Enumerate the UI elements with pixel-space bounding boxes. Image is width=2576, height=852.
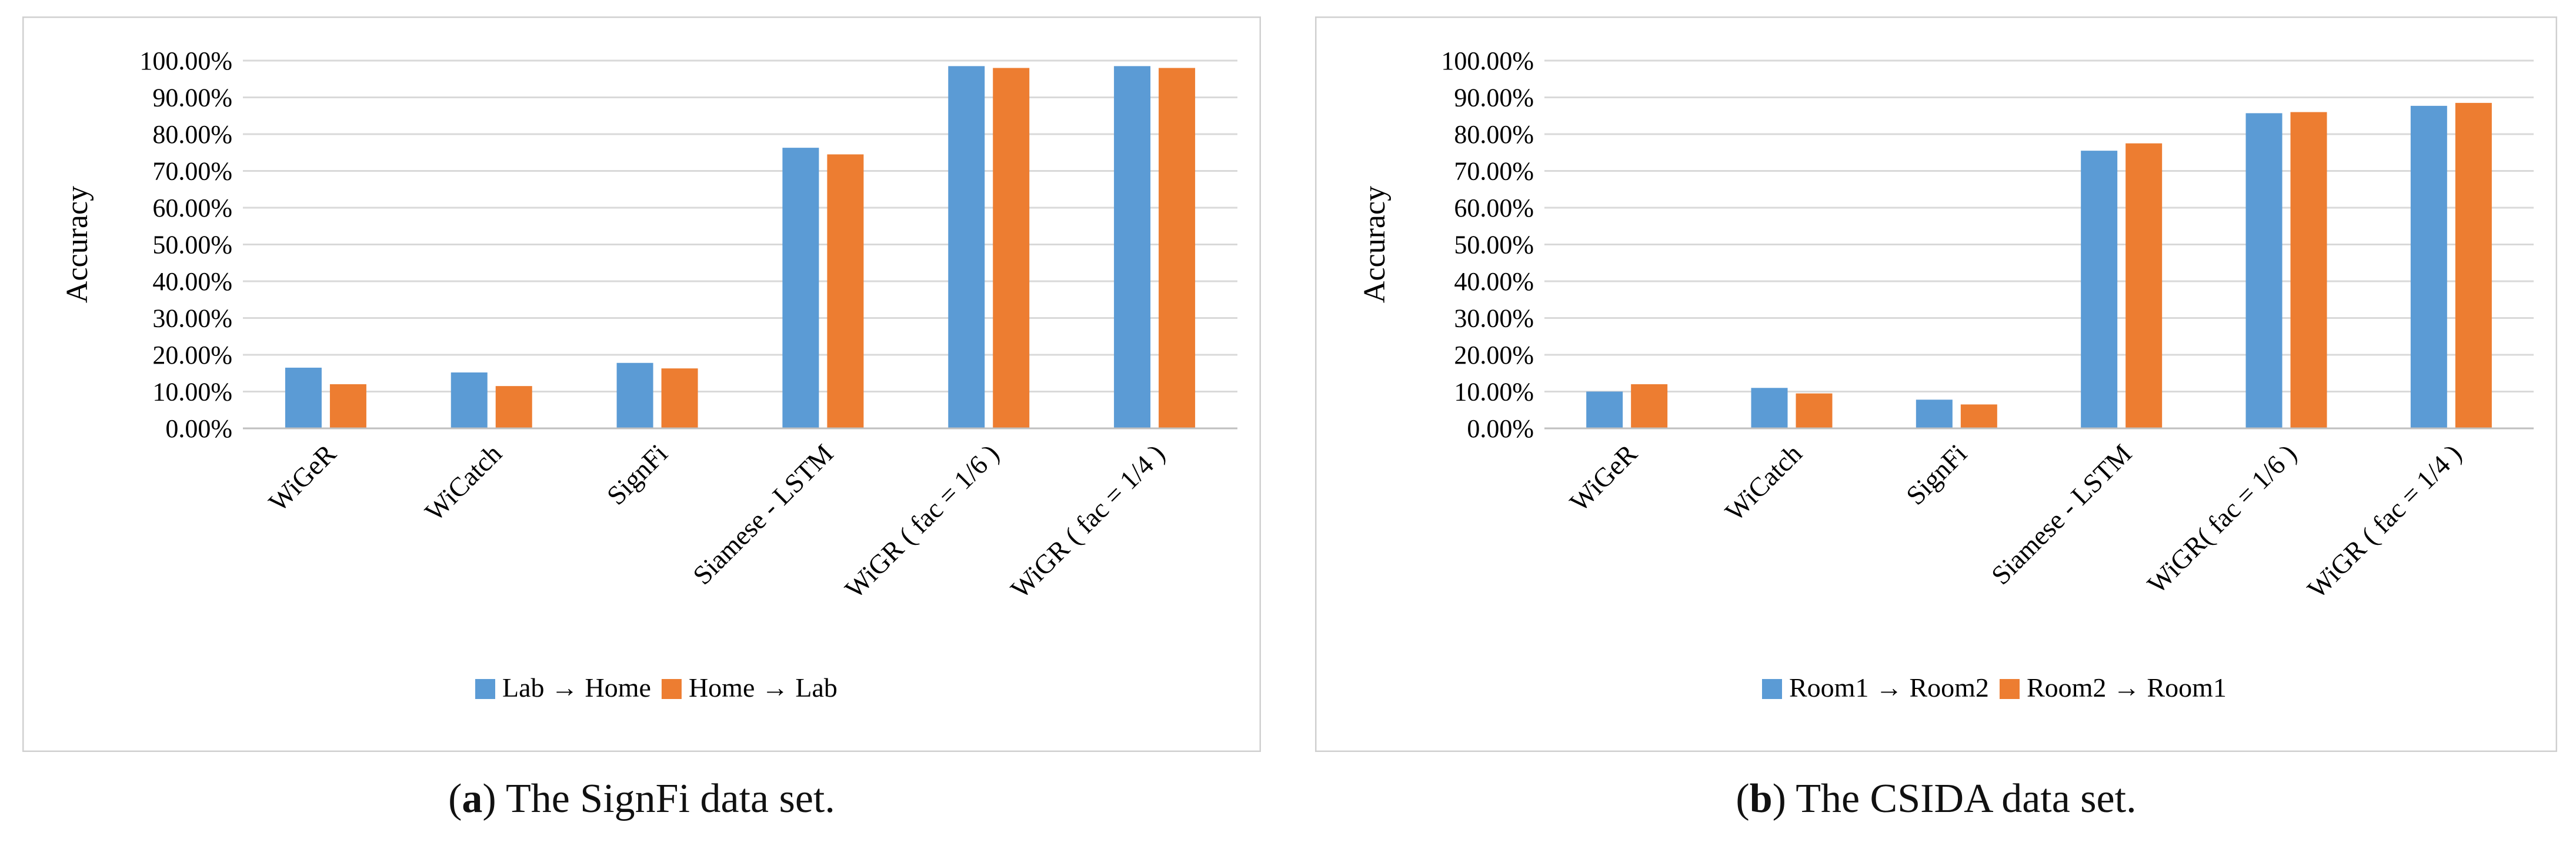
bar-series1 (782, 148, 819, 428)
caption-a-text: The SignFi data set. (505, 776, 835, 821)
legend-swatch (475, 679, 495, 699)
y-tick-label: 70.00% (152, 157, 232, 186)
bar-series1 (616, 362, 653, 428)
chart-panel-a: 0.00% 10.00% 20.00% 30.00% 40.00% 50.00% 60.00… (22, 16, 1262, 753)
bar-series1 (1916, 400, 1953, 428)
y-tick-label: 0.00% (165, 414, 232, 443)
bar-series2 (993, 68, 1030, 428)
y-tick-label: 40.00% (152, 267, 232, 296)
y-axis-label: Accuracy (1358, 186, 1392, 303)
legend-label: Lab → Home (502, 673, 651, 703)
y-tick-label: 70.00% (1454, 157, 1534, 186)
bar-series2 (661, 368, 698, 428)
caption-b-text: The CSIDA data set. (1796, 776, 2137, 821)
bar-series1 (451, 372, 488, 428)
bar-series2 (1796, 393, 1833, 428)
y-tick-label: 80.00% (152, 120, 232, 149)
y-tick-label: 30.00% (152, 304, 232, 333)
bar-series1 (1751, 388, 1788, 428)
bar-series2 (1631, 384, 1668, 428)
y-tick-label: 50.00% (1454, 231, 1534, 259)
caption-a: (a) The SignFi data set. (448, 776, 835, 821)
y-tick-label: 60.00% (152, 194, 232, 222)
bar-series2 (2290, 112, 2327, 428)
legend-swatch (1762, 679, 1782, 699)
y-tick-label: 80.00% (1454, 120, 1534, 149)
bar-series1 (2410, 105, 2447, 428)
bar-series2 (1960, 404, 1997, 428)
bar-series1 (948, 66, 985, 428)
chart-b: 0.00% 10.00% 20.00% 30.00% 40.00% 50.00% 60.00… (1314, 16, 2558, 753)
y-tick-label: 100.00% (139, 46, 232, 75)
bar-series2 (827, 154, 864, 428)
legend-swatch (1999, 679, 2020, 699)
y-tick-label: 90.00% (152, 84, 232, 112)
y-tick-label: 100.00% (1441, 46, 1534, 75)
y-axis-label: Accuracy (61, 186, 94, 303)
bar-series2 (2125, 143, 2163, 428)
legend-label: Room1 → Room2 (1789, 673, 1989, 703)
legend-label: Room2 → Room1 (2027, 673, 2227, 703)
bar-series2 (2455, 102, 2492, 428)
y-tick-label: 60.00% (1454, 194, 1534, 222)
bar-series1 (1586, 391, 1623, 428)
bar-series2 (1159, 68, 1196, 428)
bar-series2 (329, 384, 366, 428)
y-tick-label: 50.00% (152, 231, 232, 259)
y-tick-label: 20.00% (1454, 341, 1534, 370)
legend-swatch (661, 679, 682, 699)
caption-a-letter: a (462, 776, 483, 821)
y-tick-label: 20.00% (152, 341, 232, 370)
legend-label: Home → Lab (689, 673, 837, 703)
bar-series1 (2245, 113, 2283, 428)
y-tick-label: 10.00% (1454, 378, 1534, 407)
caption-b: (b) The CSIDA data set. (1736, 776, 2137, 821)
y-tick-label: 10.00% (152, 378, 232, 407)
chart-panel-b: 0.00% 10.00% 20.00% 30.00% 40.00% 50.00% 60.00… (1314, 16, 2558, 753)
y-tick-label: 30.00% (1454, 304, 1534, 333)
bar-series1 (285, 367, 322, 428)
chart-border (1314, 16, 2558, 753)
bar-series1 (2081, 151, 2118, 428)
y-tick-label: 90.00% (1454, 84, 1534, 112)
bar-series2 (495, 386, 532, 428)
chart-a: 0.00% 10.00% 20.00% 30.00% 40.00% 50.00% 60.00… (22, 16, 1262, 753)
caption-b-letter: b (1749, 776, 1773, 821)
y-tick-label: 0.00% (1467, 414, 1534, 443)
bar-series1 (1114, 66, 1151, 428)
y-tick-label: 40.00% (1454, 267, 1534, 296)
